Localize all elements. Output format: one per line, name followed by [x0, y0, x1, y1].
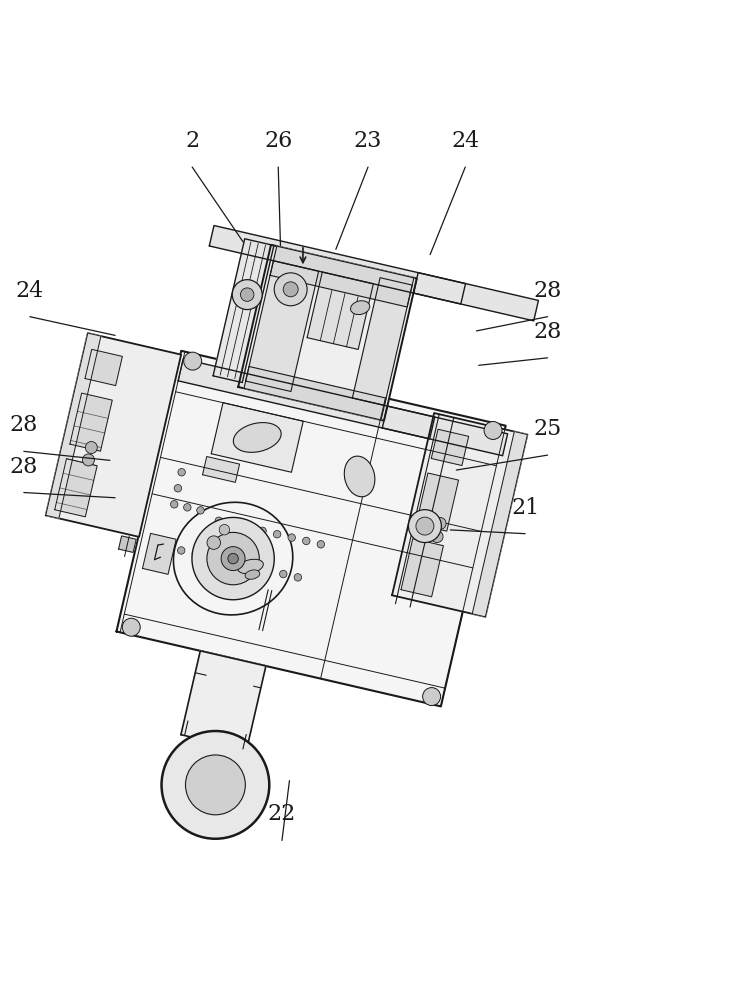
Polygon shape: [70, 393, 112, 451]
Ellipse shape: [237, 559, 264, 574]
Circle shape: [240, 288, 254, 301]
Circle shape: [232, 280, 262, 310]
Polygon shape: [55, 459, 97, 517]
Circle shape: [409, 510, 442, 543]
Polygon shape: [211, 403, 303, 472]
Circle shape: [174, 485, 182, 492]
Polygon shape: [116, 351, 505, 706]
Circle shape: [244, 524, 252, 531]
Circle shape: [215, 517, 222, 524]
Polygon shape: [178, 359, 435, 439]
Circle shape: [170, 501, 178, 508]
Ellipse shape: [245, 570, 260, 579]
Polygon shape: [270, 246, 414, 307]
Circle shape: [283, 282, 298, 297]
Polygon shape: [401, 539, 443, 597]
Text: 24: 24: [451, 130, 479, 152]
Circle shape: [303, 537, 310, 545]
Circle shape: [161, 731, 270, 839]
Polygon shape: [307, 272, 373, 349]
Circle shape: [83, 454, 95, 466]
Text: 26: 26: [264, 130, 292, 152]
Circle shape: [207, 536, 221, 549]
Circle shape: [228, 553, 238, 564]
Circle shape: [122, 618, 140, 636]
Polygon shape: [143, 533, 176, 574]
Polygon shape: [392, 413, 527, 617]
Text: 24: 24: [16, 280, 44, 302]
Text: 2: 2: [185, 130, 199, 152]
Circle shape: [317, 541, 324, 548]
Circle shape: [192, 517, 274, 600]
Circle shape: [197, 507, 204, 514]
Circle shape: [416, 517, 434, 535]
Polygon shape: [210, 226, 466, 304]
Ellipse shape: [351, 301, 369, 315]
Text: 25: 25: [533, 418, 562, 440]
Text: 28: 28: [533, 280, 562, 302]
Circle shape: [219, 524, 230, 535]
Text: 28: 28: [533, 321, 562, 343]
Polygon shape: [203, 457, 240, 482]
Circle shape: [434, 517, 446, 529]
Circle shape: [178, 468, 185, 476]
Circle shape: [183, 504, 191, 511]
Polygon shape: [46, 333, 101, 518]
Polygon shape: [382, 406, 508, 456]
Ellipse shape: [344, 456, 375, 497]
Polygon shape: [416, 473, 459, 531]
Text: 23: 23: [354, 130, 382, 152]
Circle shape: [279, 570, 287, 578]
Circle shape: [423, 688, 441, 706]
Polygon shape: [244, 366, 386, 420]
Polygon shape: [119, 536, 136, 552]
Circle shape: [192, 550, 200, 558]
Text: 21: 21: [511, 497, 539, 519]
Polygon shape: [431, 429, 469, 466]
Circle shape: [273, 530, 281, 538]
Text: 28: 28: [10, 456, 38, 478]
Circle shape: [185, 755, 246, 815]
Text: 22: 22: [268, 803, 296, 825]
Circle shape: [259, 527, 267, 535]
Circle shape: [484, 421, 502, 439]
Circle shape: [207, 532, 259, 585]
Circle shape: [294, 574, 302, 581]
Polygon shape: [213, 239, 274, 383]
Circle shape: [431, 531, 443, 543]
Polygon shape: [472, 432, 527, 617]
Polygon shape: [238, 245, 417, 421]
Polygon shape: [46, 333, 181, 537]
Polygon shape: [85, 349, 122, 386]
Polygon shape: [414, 273, 538, 321]
Circle shape: [288, 534, 295, 541]
Polygon shape: [181, 651, 266, 750]
Polygon shape: [246, 261, 318, 391]
Circle shape: [274, 273, 307, 306]
Circle shape: [230, 520, 237, 528]
Circle shape: [177, 547, 185, 554]
Polygon shape: [352, 278, 412, 405]
Text: 28: 28: [10, 414, 38, 436]
Circle shape: [184, 352, 202, 370]
Ellipse shape: [234, 423, 281, 452]
Circle shape: [86, 442, 98, 454]
Circle shape: [221, 547, 245, 571]
